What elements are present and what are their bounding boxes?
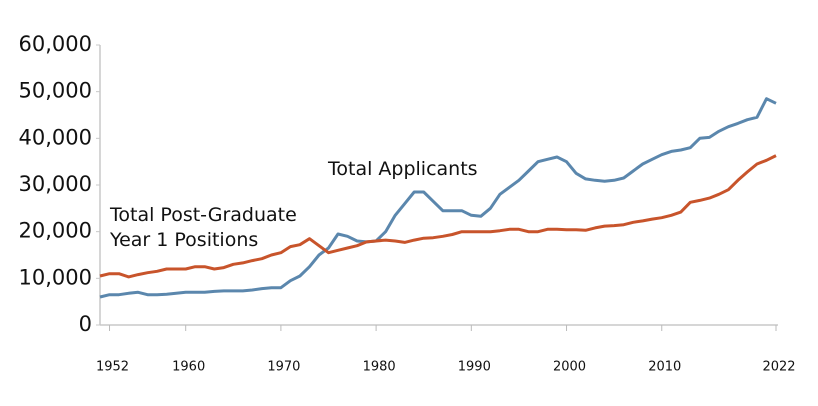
annotation: Total Post-Graduate Year 1 Positions xyxy=(110,204,297,251)
annotation: Total Applicants xyxy=(328,158,478,180)
x-tick-label: 1952 xyxy=(96,360,129,375)
x-tick-label: 1960 xyxy=(172,360,205,375)
series-line xyxy=(99,97,777,299)
x-tick-label: 1980 xyxy=(363,360,396,375)
y-tick-label: 0 xyxy=(79,312,92,336)
y-tick-label: 50,000 xyxy=(19,79,92,103)
x-tick-label: 1990 xyxy=(458,360,491,375)
x-tick-label: 2000 xyxy=(553,360,586,375)
x-tick-label: 1970 xyxy=(267,360,300,375)
y-tick-label: 10,000 xyxy=(19,265,92,289)
y-tick-label: 20,000 xyxy=(19,219,92,243)
x-tick-label: 2010 xyxy=(648,360,681,375)
y-tick-label: 40,000 xyxy=(19,125,92,149)
series-line xyxy=(99,154,777,279)
y-tick-label: 60,000 xyxy=(19,32,92,56)
x-tick-label: 2022 xyxy=(762,360,795,375)
y-tick-label: 30,000 xyxy=(19,172,92,196)
